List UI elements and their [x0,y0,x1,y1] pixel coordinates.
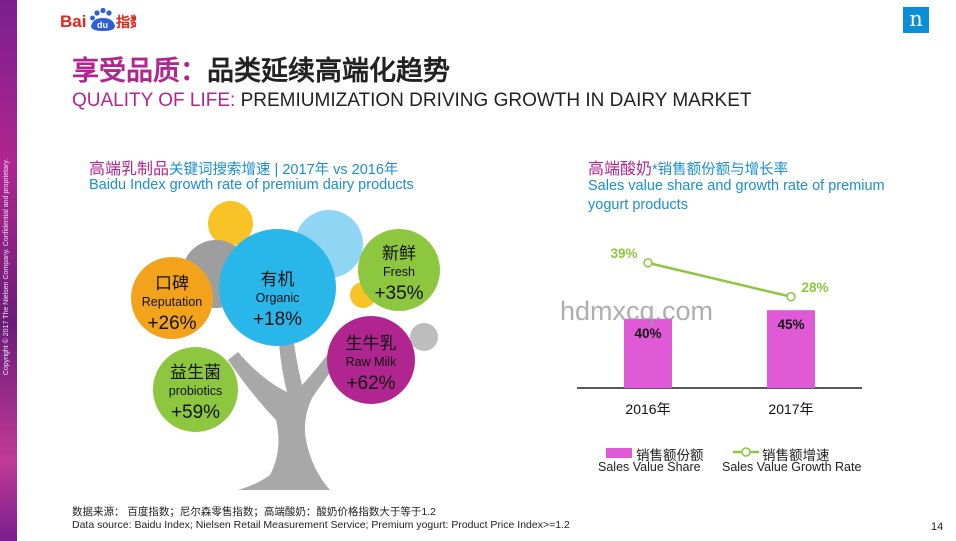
x-tick-label: 2017年 [768,401,813,417]
bubble-probiotics: 益生菌 probiotics +59% [153,347,238,432]
bubble-value: +62% [346,373,396,394]
svg-text:指数: 指数 [116,14,136,30]
legend-line-label-cn: 销售额增速 [762,448,830,463]
page-number: 14 [931,521,944,533]
legend-line-label-en: Sales Value Growth Rate [722,460,862,474]
bar-1 [624,318,672,388]
watermark-text: hdmxcq.com [560,296,714,326]
bubble-raw-milk: 生牛乳 Raw Milk +62% [327,316,415,404]
legend-bar-swatch [606,448,632,458]
side-bar: Copyright © 2017 The Nielsen Company. Co… [0,0,17,541]
bubble-organic: 有机 Organic +18% [219,229,336,346]
bubble-value: +26% [147,313,197,334]
bubble-label-en: probiotics [168,384,223,398]
left-panel-title-en: Baidu Index growth rate of premium dairy… [89,177,414,193]
right-panel-title-en: Sales value share and growth rate of pre… [588,178,885,213]
source-note-en: Data source: Baidu Index; Nielsen Retail… [72,519,570,531]
source-note-cn: 数据来源： 百度指数；尼尔森零售指数；高端酸奶：酸奶价格指数大于等于1.2 [72,506,437,518]
growth-point [786,292,796,302]
growth-line [647,261,792,298]
bubble-label-cn: 生牛乳 [345,334,397,353]
bubble-fresh: 新鲜 Fresh +35% [358,229,440,311]
tree-trunk [228,330,350,490]
page-title-cn: 享受品质：品类延续高端化趋势 [72,56,450,86]
bubble-value: +35% [374,283,424,304]
legend-bar-label-en: Sales Value Share [598,460,701,474]
svg-text:du: du [97,20,108,30]
right-panel-title-cn: 高端酸奶*销售额份额与增长率 [588,161,789,178]
decor-circle-grey-2 [410,323,438,351]
nielsen-logo: n [903,7,929,33]
bubble-reputation: 口碑 Reputation +26% [131,257,213,339]
bubble-value: +59% [170,402,221,423]
x-tick-label: 2016年 [625,401,670,417]
legend-bar-label-cn: 销售额份额 [636,448,704,463]
bar-2 [767,310,815,388]
legend-line-swatch [733,447,759,457]
bubble-label-en: Fresh [383,265,415,279]
bubble-label-cn: 有机 [260,270,295,289]
bubble-label-en: Reputation [141,295,203,309]
growth-point [643,258,653,268]
page-title-en: QUALITY OF LIFE: PREMIUMIZATION DRIVING … [72,90,752,111]
svg-text:Bai: Bai [60,12,86,31]
baidu-index-logo: Bai du 指数 [60,7,136,31]
bubble-label-cn: 新鲜 [382,244,416,263]
bubble-label-en: Organic [255,291,300,305]
bar-value-label: 40% [634,326,661,341]
growth-value-label: 39% [610,246,637,261]
growth-value-label: 28% [801,280,828,295]
left-panel-title-cn: 高端乳制品关键词搜索增速 | 2017年 vs 2016年 [89,161,399,178]
bubble-label-en: Raw Milk [345,355,397,369]
bar-value-label: 45% [777,317,804,332]
bubble-label-cn: 口碑 [155,274,189,293]
bubble-label-cn: 益生菌 [170,363,221,382]
bubble-value: +18% [252,309,303,330]
